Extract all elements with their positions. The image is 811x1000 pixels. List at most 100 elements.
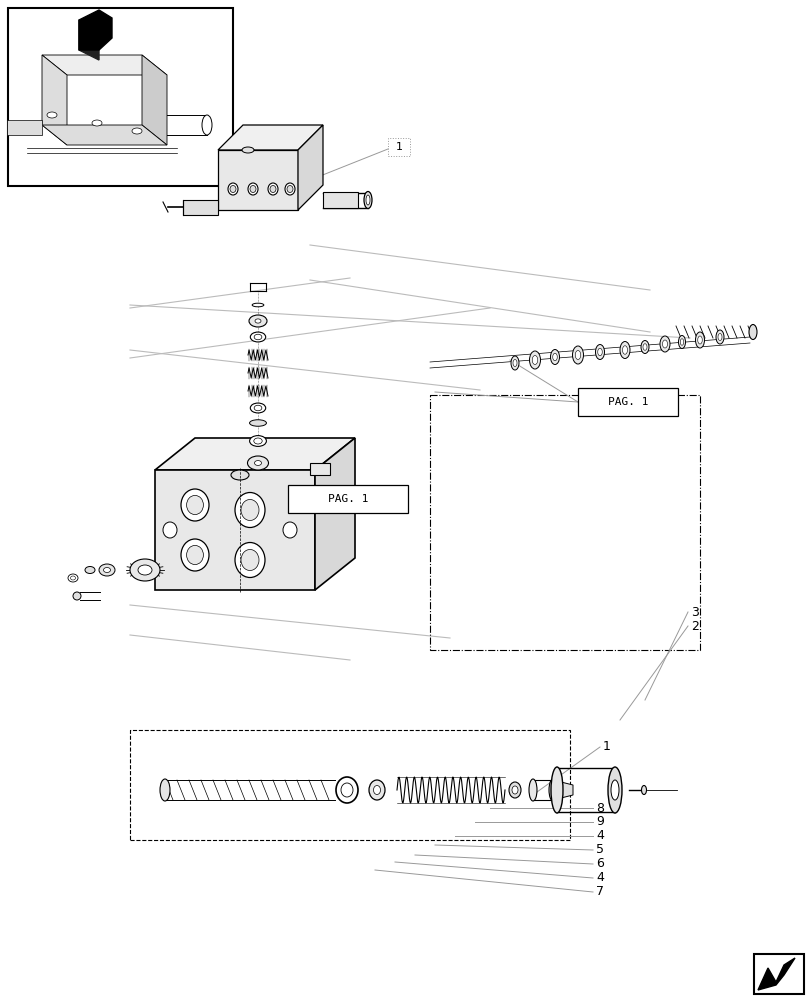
Ellipse shape bbox=[250, 332, 265, 342]
Bar bbox=[310, 463, 329, 475]
Ellipse shape bbox=[241, 550, 259, 570]
Ellipse shape bbox=[187, 495, 203, 515]
Ellipse shape bbox=[252, 303, 264, 307]
Ellipse shape bbox=[368, 780, 384, 800]
Ellipse shape bbox=[695, 332, 704, 348]
Ellipse shape bbox=[270, 186, 276, 193]
Ellipse shape bbox=[366, 195, 370, 205]
Ellipse shape bbox=[241, 499, 259, 520]
Ellipse shape bbox=[283, 522, 297, 538]
Ellipse shape bbox=[249, 420, 266, 426]
Ellipse shape bbox=[234, 542, 264, 578]
Ellipse shape bbox=[230, 470, 249, 480]
Text: PAG. 1: PAG. 1 bbox=[328, 494, 368, 504]
Text: PAG. 1: PAG. 1 bbox=[607, 397, 647, 407]
Text: 5: 5 bbox=[595, 843, 603, 856]
Polygon shape bbox=[315, 438, 354, 590]
Ellipse shape bbox=[187, 545, 203, 565]
Ellipse shape bbox=[550, 350, 559, 364]
Ellipse shape bbox=[610, 780, 618, 800]
Ellipse shape bbox=[717, 334, 721, 340]
Ellipse shape bbox=[103, 568, 110, 572]
Text: 3: 3 bbox=[690, 605, 698, 618]
Ellipse shape bbox=[715, 330, 723, 344]
Polygon shape bbox=[155, 470, 315, 590]
Text: 1: 1 bbox=[603, 740, 610, 754]
Polygon shape bbox=[298, 125, 323, 210]
Polygon shape bbox=[42, 125, 167, 145]
Ellipse shape bbox=[181, 539, 208, 571]
Ellipse shape bbox=[234, 492, 264, 528]
Ellipse shape bbox=[640, 340, 648, 354]
Ellipse shape bbox=[363, 192, 371, 209]
Ellipse shape bbox=[254, 438, 262, 444]
Ellipse shape bbox=[642, 344, 646, 350]
Polygon shape bbox=[7, 120, 42, 135]
Ellipse shape bbox=[336, 777, 358, 803]
Ellipse shape bbox=[73, 592, 81, 600]
Ellipse shape bbox=[513, 360, 517, 366]
Ellipse shape bbox=[47, 112, 57, 118]
Ellipse shape bbox=[528, 779, 536, 801]
Ellipse shape bbox=[659, 336, 669, 352]
Ellipse shape bbox=[510, 356, 518, 370]
Ellipse shape bbox=[250, 186, 255, 193]
Ellipse shape bbox=[594, 344, 603, 360]
Ellipse shape bbox=[181, 489, 208, 521]
Text: 6: 6 bbox=[595, 857, 603, 870]
Ellipse shape bbox=[641, 786, 646, 794]
Ellipse shape bbox=[163, 522, 177, 538]
Ellipse shape bbox=[230, 186, 236, 193]
Ellipse shape bbox=[620, 342, 629, 359]
Ellipse shape bbox=[254, 334, 261, 340]
Text: 4: 4 bbox=[595, 829, 603, 842]
Ellipse shape bbox=[132, 128, 142, 134]
Polygon shape bbox=[182, 200, 217, 215]
Ellipse shape bbox=[341, 783, 353, 797]
Text: 9: 9 bbox=[595, 815, 603, 828]
Bar bbox=[388, 138, 410, 156]
Text: 4: 4 bbox=[595, 871, 603, 884]
Ellipse shape bbox=[268, 183, 277, 195]
Bar bbox=[577, 388, 677, 416]
Ellipse shape bbox=[247, 456, 268, 470]
Polygon shape bbox=[217, 125, 323, 150]
Ellipse shape bbox=[508, 782, 521, 798]
Ellipse shape bbox=[250, 403, 265, 413]
Polygon shape bbox=[42, 55, 67, 145]
Text: 7: 7 bbox=[595, 886, 603, 898]
Ellipse shape bbox=[92, 120, 102, 126]
Ellipse shape bbox=[373, 786, 380, 794]
Bar bbox=[753, 954, 803, 994]
Ellipse shape bbox=[160, 779, 169, 801]
Ellipse shape bbox=[242, 147, 254, 153]
Bar bbox=[130, 730, 569, 840]
Polygon shape bbox=[142, 55, 167, 145]
Polygon shape bbox=[552, 780, 573, 800]
Ellipse shape bbox=[99, 564, 115, 576]
Ellipse shape bbox=[228, 183, 238, 195]
Ellipse shape bbox=[662, 340, 667, 348]
Ellipse shape bbox=[531, 356, 537, 364]
Ellipse shape bbox=[622, 346, 627, 354]
Bar bbox=[323, 192, 358, 208]
Ellipse shape bbox=[247, 183, 258, 195]
Ellipse shape bbox=[254, 461, 261, 465]
Ellipse shape bbox=[202, 115, 212, 135]
Ellipse shape bbox=[607, 767, 621, 813]
Text: 1: 1 bbox=[395, 142, 402, 152]
Text: 8: 8 bbox=[595, 801, 603, 814]
Ellipse shape bbox=[597, 348, 602, 356]
Ellipse shape bbox=[85, 566, 95, 574]
Ellipse shape bbox=[71, 576, 75, 580]
Bar bbox=[8, 8, 233, 186]
Ellipse shape bbox=[572, 346, 583, 364]
Text: 2: 2 bbox=[690, 619, 698, 632]
Polygon shape bbox=[155, 438, 354, 470]
Ellipse shape bbox=[130, 559, 160, 581]
Ellipse shape bbox=[552, 353, 556, 361]
Polygon shape bbox=[757, 958, 794, 990]
Polygon shape bbox=[42, 55, 167, 75]
Ellipse shape bbox=[574, 351, 580, 360]
Polygon shape bbox=[217, 150, 298, 210]
